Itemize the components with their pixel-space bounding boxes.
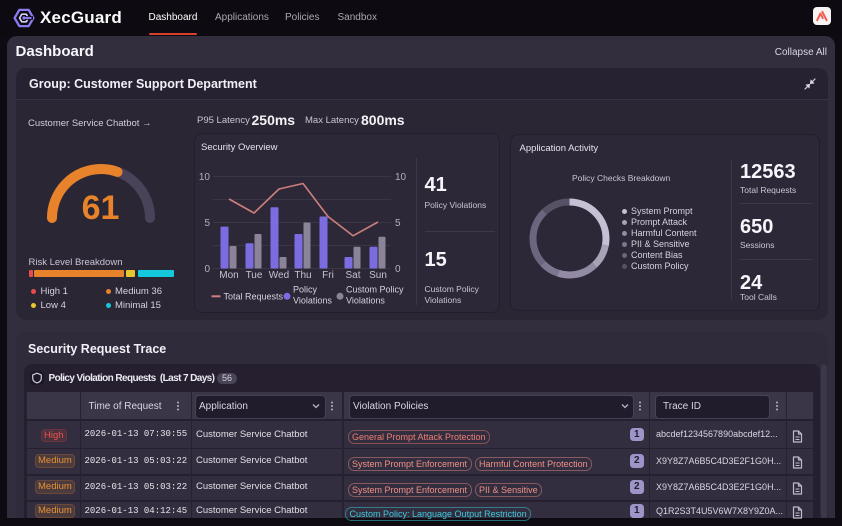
svg-text:0: 0 [395,264,401,275]
svg-text:Mon: Mon [219,270,238,281]
svg-text:Custom Policy: Custom Policy [346,285,404,295]
svg-text:Tue: Tue [246,270,263,281]
svg-text:Violations: Violations [346,296,385,306]
svg-text:10: 10 [395,172,407,183]
svg-text:5: 5 [204,218,210,229]
svg-text:Sun: Sun [369,270,387,281]
svg-text:Sat: Sat [345,270,360,281]
svg-text:Total Requests: Total Requests [224,292,284,302]
svg-text:5: 5 [395,218,401,229]
svg-text:Policy: Policy [293,285,318,295]
svg-text:Thu: Thu [294,270,311,281]
svg-text:0: 0 [204,264,210,275]
svg-text:Fri: Fri [322,270,334,281]
svg-text:10: 10 [199,172,211,183]
svg-text:Wed: Wed [269,270,289,281]
svg-text:Violations: Violations [293,296,332,306]
